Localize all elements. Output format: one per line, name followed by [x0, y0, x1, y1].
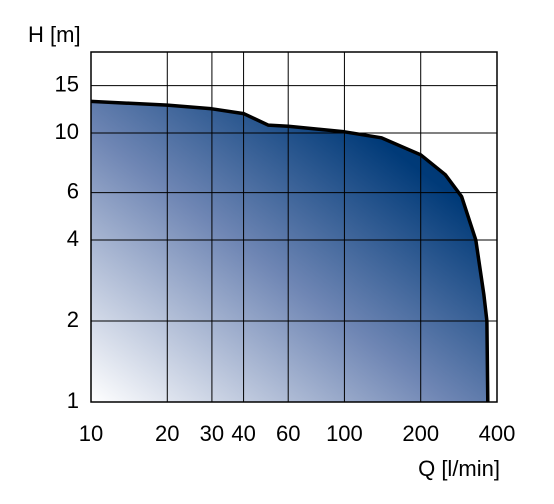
y-tick-label: 4 — [67, 226, 79, 251]
x-tick-label: 400 — [479, 421, 516, 446]
x-tick-label: 10 — [79, 421, 103, 446]
area — [91, 101, 488, 403]
x-tick-label: 100 — [326, 421, 363, 446]
y-tick-label: 2 — [67, 307, 79, 332]
y-axis-label: H [m] — [28, 22, 81, 47]
x-tick-label: 200 — [402, 421, 439, 446]
y-tick-label: 6 — [67, 178, 79, 203]
y-tick-label: 15 — [55, 71, 79, 96]
y-tick-label: 1 — [67, 388, 79, 413]
x-tick-label: 60 — [276, 421, 300, 446]
x-tick-label: 20 — [155, 421, 179, 446]
x-tick-label: 30 — [200, 421, 224, 446]
y-tick-label: 10 — [55, 119, 79, 144]
x-tick-label: 40 — [231, 421, 255, 446]
curve — [90, 99, 490, 403]
x-axis-label: Q [l/min] — [418, 456, 500, 481]
plot-frame — [90, 51, 498, 403]
